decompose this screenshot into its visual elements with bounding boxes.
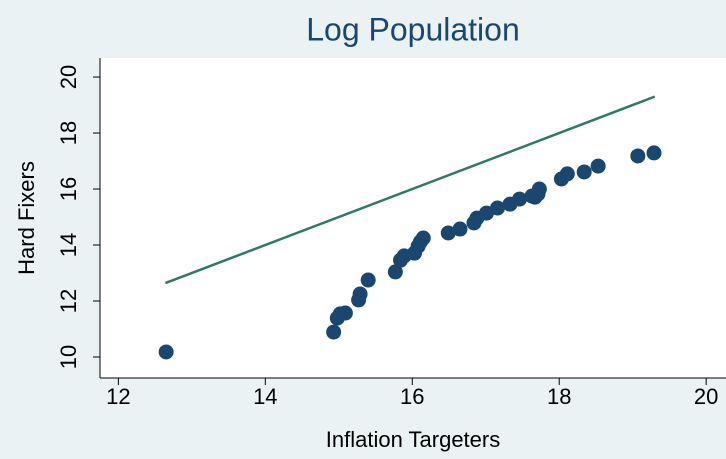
scatter-point (352, 286, 368, 302)
plot-area (100, 58, 726, 378)
scatter-point (158, 344, 174, 360)
scatter-point (337, 305, 353, 321)
scatter-point (531, 181, 547, 197)
y-tick-label: 18 (56, 121, 81, 145)
x-tick-label: 18 (547, 384, 571, 409)
y-tick-label: 14 (56, 233, 81, 257)
scatter-point (630, 148, 646, 164)
scatter-point (440, 225, 456, 241)
scatter-point (646, 145, 662, 161)
chart-title: Log Population (306, 11, 520, 47)
scatter-point (452, 221, 468, 237)
scatter-point (489, 200, 505, 216)
y-axis-label: Hard Fixers (14, 161, 39, 275)
y-tick-label: 10 (56, 345, 81, 369)
scatter-point (576, 164, 592, 180)
scatter-point (387, 264, 403, 280)
x-tick-label: 16 (400, 384, 424, 409)
x-tick-label: 12 (106, 384, 130, 409)
y-tick-label: 20 (56, 65, 81, 89)
reference-line (164, 95, 656, 285)
y-tick-label: 16 (56, 177, 81, 201)
x-axis-label: Inflation Targeters (326, 427, 500, 452)
scatter-point (559, 166, 575, 182)
scatter-point (326, 324, 342, 340)
y-tick-label: 12 (56, 289, 81, 313)
scatter-point (590, 158, 606, 174)
scatter-point (512, 191, 528, 207)
scatter-point (415, 230, 431, 246)
x-tick-label: 14 (253, 384, 277, 409)
scatter-point (360, 272, 376, 288)
x-tick-label: 20 (694, 384, 718, 409)
